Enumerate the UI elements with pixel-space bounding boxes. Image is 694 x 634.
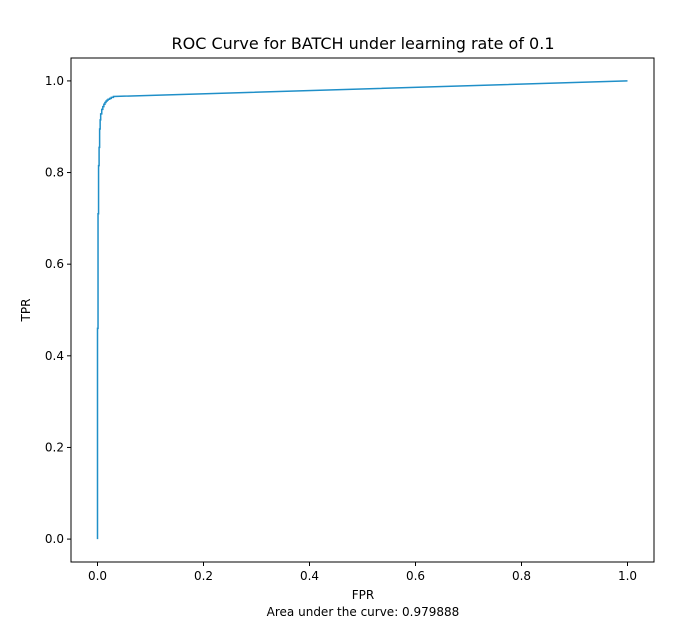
y-tick-label: 0.8	[45, 166, 64, 180]
roc-curve-line	[96, 80, 628, 540]
y-axis-ticks: 0.0 0.2 0.4 0.6 0.8 1.0	[45, 74, 71, 546]
x-axis-label: FPR	[352, 588, 374, 602]
x-tick-label: 0.0	[88, 569, 107, 583]
y-tick-label: 0.6	[45, 257, 64, 271]
x-tick-label: 0.6	[406, 569, 425, 583]
chart-title: ROC Curve for BATCH under learning rate …	[172, 34, 555, 53]
y-axis-label: TPR	[19, 299, 33, 323]
x-tick-label: 1.0	[618, 569, 637, 583]
y-tick-label: 1.0	[45, 74, 64, 88]
x-tick-label: 0.2	[194, 569, 213, 583]
x-tick-label: 0.4	[300, 569, 319, 583]
auc-caption: Area under the curve: 0.979888	[267, 605, 460, 619]
y-tick-label: 0.0	[45, 532, 64, 546]
y-tick-label: 0.4	[45, 349, 64, 363]
x-tick-label: 0.8	[512, 569, 531, 583]
series-layer	[96, 80, 628, 540]
plot-frame	[70, 57, 655, 563]
y-tick-label: 0.2	[45, 440, 64, 454]
x-axis-ticks: 0.0 0.2 0.4 0.6 0.8 1.0	[88, 562, 637, 583]
